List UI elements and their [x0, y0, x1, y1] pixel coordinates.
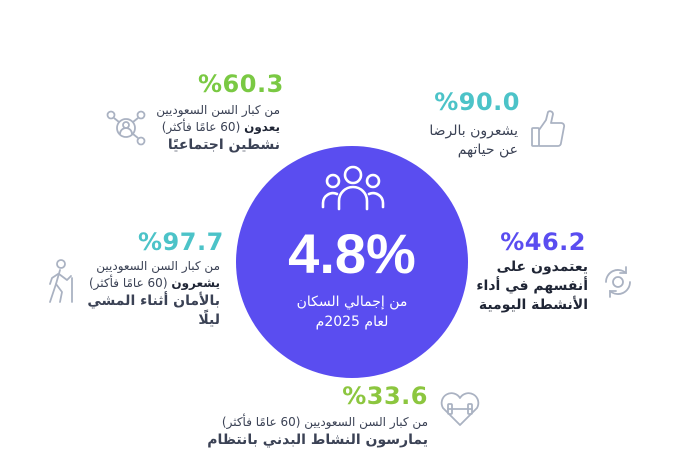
population-caption-line1: من إجمالي السكان — [296, 294, 408, 310]
social-active-line1: من كبار السن السعوديين — [156, 103, 280, 117]
satisfied-line1: يشعرون بالرضا — [429, 123, 518, 139]
satisfied-percentage: %90.0 — [434, 88, 520, 116]
independent-line2: أنفسهم في أداء — [476, 278, 588, 294]
walking-safe-description: من كبار السن السعوديين يشعرون (60 عامًا … — [70, 258, 220, 330]
walking-safe-line1: من كبار السن السعوديين — [96, 259, 220, 273]
social-active-percentage: %60.3 — [198, 70, 284, 98]
independent-line3: الأنشطة اليومية — [478, 297, 588, 313]
social-active-verb: يعدون — [244, 120, 280, 134]
walking-safe-line3: بالأمان أثناء المشي ليلًا — [87, 293, 220, 328]
population-circle — [236, 146, 468, 378]
social-active-age: (60 عامًا فأكثر) — [161, 120, 241, 134]
satisfied-line2: عن حياتهم — [457, 142, 518, 158]
physical-activity-line1: من كبار السن السعوديين (60 عامًا فأكثر) — [221, 415, 428, 429]
thumbs-up-icon — [531, 110, 566, 147]
population-caption-line2: لعام 2025م — [315, 314, 389, 330]
social-active-line3: نشطين اجتماعيًا — [167, 137, 280, 153]
walking-safe-line2: يشعرون (60 عامًا فأكثر) — [70, 275, 220, 292]
population-percentage: 4.8% — [288, 222, 416, 285]
walking-safe-verb: يشعرون — [171, 276, 220, 290]
heart-dumbbell-icon — [440, 392, 480, 426]
physical-activity-line2: يمارسون النشاط البدني بانتظام — [207, 432, 428, 448]
social-active-description: من كبار السن السعوديين يعدون (60 عامًا ف… — [140, 102, 280, 155]
independent-percentage: %46.2 — [500, 228, 586, 256]
physical-activity-percentage: %33.6 — [342, 382, 428, 410]
walking-person-icon — [49, 259, 73, 303]
independent-line1: يعتمدون على — [496, 259, 588, 275]
walking-safe-age: (60 عامًا فأكثر) — [88, 276, 168, 290]
physical-activity-description: من كبار السن السعوديين (60 عامًا فأكثر) … — [196, 414, 428, 450]
social-active-line2: يعدون (60 عامًا فأكثر) — [140, 119, 280, 136]
refresh-cycle-icon — [605, 266, 631, 298]
people-group-icon — [321, 165, 385, 211]
independent-description: يعتمدون على أنفسهم في أداء الأنشطة اليوم… — [466, 258, 588, 315]
population-caption: من إجمالي السكان لعام 2025م — [236, 292, 468, 332]
people-network-icon — [106, 110, 146, 146]
satisfied-description: يشعرون بالرضا عن حياتهم — [400, 122, 518, 160]
walking-safe-percentage: %97.7 — [138, 228, 224, 256]
